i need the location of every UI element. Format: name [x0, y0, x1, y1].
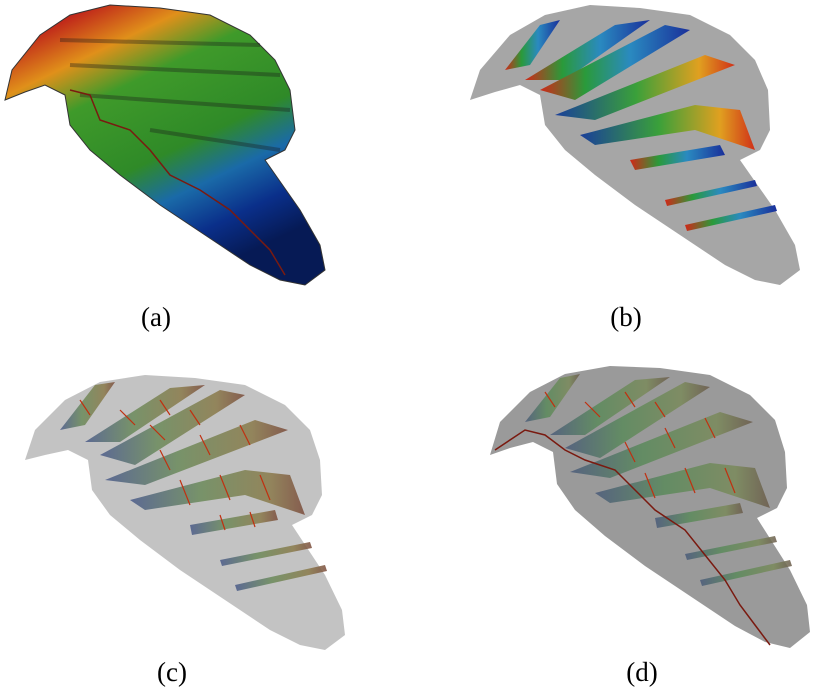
panel-b-image — [465, 0, 810, 290]
strip-d-6 — [655, 503, 743, 528]
strip-c-5 — [130, 470, 305, 515]
panel-d-image — [485, 360, 815, 655]
caption-c: (c) — [157, 657, 187, 687]
strip-d-3 — [565, 382, 710, 458]
strip-d-2 — [550, 377, 670, 435]
strip-b-7 — [665, 180, 757, 206]
strip-c-3 — [100, 390, 245, 465]
strip-c-8 — [235, 565, 327, 591]
strip-b-8 — [685, 205, 777, 231]
strip-b-4 — [555, 55, 735, 120]
strip-d-7 — [685, 536, 777, 560]
strip-c-7 — [220, 542, 312, 566]
strip-c-4 — [105, 420, 288, 485]
panel-c-image — [20, 370, 350, 655]
strip-d-5 — [595, 463, 770, 508]
strip-b-1 — [505, 20, 560, 70]
streamline-a — [69, 89, 286, 276]
caption-d: (d) — [626, 657, 658, 687]
streamline-d — [494, 429, 771, 646]
strip-d-1 — [525, 374, 580, 422]
strip-c-2 — [85, 385, 205, 442]
caption-a: (a) — [141, 302, 171, 332]
strip-c-6 — [190, 510, 278, 535]
strip-b-6 — [630, 145, 725, 170]
panel-a-image — [0, 0, 330, 290]
strip-d-8 — [700, 560, 792, 586]
caption-b: (b) — [610, 302, 642, 332]
strip-c-1 — [60, 382, 115, 430]
surface-a — [4, 4, 326, 286]
strip-b-3 — [540, 25, 690, 100]
strip-b-2 — [525, 20, 650, 80]
strip-b-5 — [580, 105, 755, 150]
strip-d-4 — [570, 412, 753, 478]
